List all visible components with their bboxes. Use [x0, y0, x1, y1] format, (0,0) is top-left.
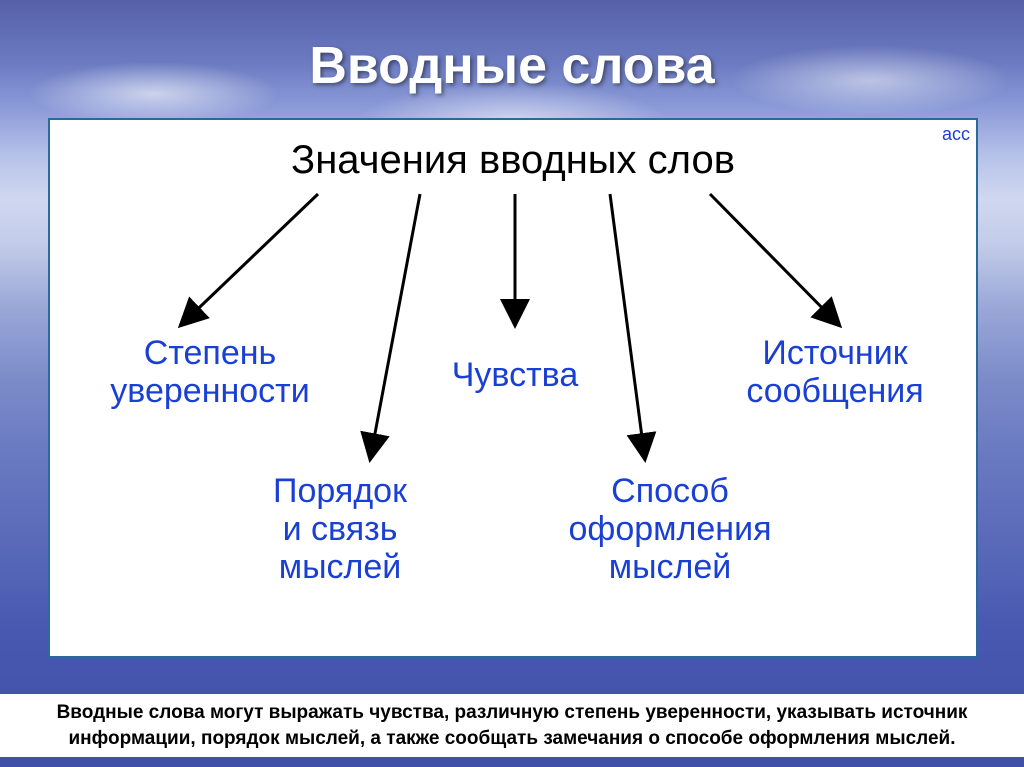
arrow — [180, 194, 318, 326]
category-method: Способоформлениямыслей — [510, 472, 830, 586]
category-order: Порядоки связьмыслей — [200, 472, 480, 586]
arrow — [370, 194, 420, 460]
category-feelings: Чувства — [395, 356, 635, 394]
category-certainty: Степеньуверенности — [80, 334, 340, 410]
category-source: Источниксообщения — [700, 334, 970, 410]
arrow — [610, 194, 645, 460]
diagram-panel: acc Значения вводных слов Степеньуверенн… — [48, 118, 978, 658]
slide-caption: Вводные слова могут выражать чувства, ра… — [0, 694, 1024, 757]
slide: Вводные слова acc Значения вводных слов … — [0, 0, 1024, 767]
slide-title: Вводные слова — [0, 36, 1024, 96]
arrow — [710, 194, 840, 326]
diagram-panel-inner: acc Значения вводных слов Степеньуверенн… — [50, 120, 976, 656]
